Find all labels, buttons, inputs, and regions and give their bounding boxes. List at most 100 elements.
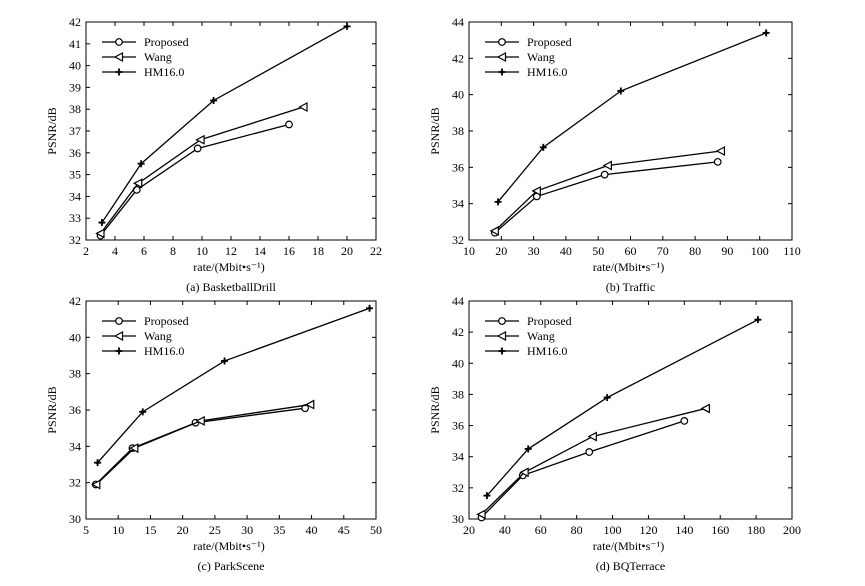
- y-tick-label: 32: [69, 233, 81, 247]
- x-tick-label: 35: [273, 523, 285, 537]
- figure-caption: (c) ParkScene: [198, 559, 265, 573]
- legend-marker-center: [500, 349, 504, 353]
- x-tick-label: 20: [341, 244, 353, 258]
- x-tick-label: 110: [783, 244, 801, 258]
- x-tick-label: 20: [177, 523, 189, 537]
- data-point-hm16.0-center: [222, 359, 227, 363]
- data-point-wang: [304, 399, 315, 410]
- x-tick-label: 100: [604, 523, 622, 537]
- x-tick-label: 180: [747, 523, 765, 537]
- y-tick-label: 44: [452, 15, 464, 29]
- figure-caption: (b) Traffic: [606, 280, 655, 294]
- data-point-wang: [602, 160, 612, 171]
- legend-label: Proposed: [527, 314, 572, 328]
- legend-label: Proposed: [144, 35, 189, 49]
- legend-marker: [115, 38, 123, 46]
- figure-caption: (a) BasketballDrill: [186, 280, 276, 294]
- y-tick-label: 36: [69, 403, 81, 417]
- x-axis-title: rate/(Mbit•s⁻¹): [593, 260, 664, 274]
- plot-frame: [85, 21, 377, 241]
- legend-label: HM16.0: [527, 65, 567, 79]
- data-point-wang: [95, 228, 105, 239]
- data-point-hm16.0-center: [756, 318, 760, 322]
- data-point-wang: [531, 185, 541, 196]
- data-point-proposed: [585, 448, 594, 456]
- x-tick-label: 10: [196, 244, 208, 258]
- data-point-wang: [195, 415, 205, 426]
- x-tick-label: 40: [560, 244, 572, 258]
- plot-frame: [468, 21, 793, 241]
- legend-marker: [498, 38, 506, 46]
- y-tick-label: 38: [452, 124, 464, 138]
- x-tick-label: 5: [83, 523, 89, 537]
- data-point-hm16.0-center: [496, 200, 500, 204]
- x-tick-label: 14: [254, 244, 266, 258]
- x-axis-title: rate/(Mbit•s⁻¹): [193, 260, 264, 274]
- x-tick-label: 200: [783, 523, 801, 537]
- y-tick-label: 32: [452, 481, 464, 495]
- series-line-wang: [481, 407, 707, 515]
- x-tick-label: 10: [112, 523, 124, 537]
- data-point-wang: [298, 102, 308, 113]
- data-point-proposed: [713, 157, 722, 166]
- series-line-hm16.0: [486, 319, 759, 497]
- data-point-proposed: [600, 170, 609, 179]
- x-axis-title: rate/(Mbit•s⁻¹): [593, 539, 664, 553]
- series-line-proposed: [481, 420, 685, 518]
- data-point-hm16.0-center: [619, 89, 623, 93]
- x-tick-label: 70: [657, 244, 669, 258]
- series-line-hm16.0: [101, 25, 348, 223]
- legend-marker-center: [117, 349, 121, 353]
- x-tick-label: 60: [625, 244, 637, 258]
- legend-marker: [496, 52, 507, 62]
- y-tick-label: 40: [452, 88, 464, 102]
- legend-label: Wang: [144, 329, 172, 343]
- series-line-proposed: [99, 123, 290, 237]
- x-tick-label: 4: [112, 244, 118, 258]
- chart-panel-4: 20 40 60 80 100 120 140 160 180 200 30 32 34 36 38 40 42…: [428, 294, 801, 573]
- y-tick-label: 42: [452, 325, 464, 339]
- data-point-hm16.0-center: [485, 494, 489, 498]
- series-line-hm16.0: [97, 307, 370, 464]
- y-tick-label: 42: [452, 51, 464, 65]
- x-tick-label: 140: [675, 523, 693, 537]
- chart-panel-1: 2 4 6 8 10 12 14 16 18 20 22 32 33 34 35 36 37 38 39 40 41 42…: [45, 15, 382, 294]
- y-axis-title: PSNR/dB: [428, 386, 442, 433]
- legend-marker: [113, 331, 124, 341]
- data-point-hm16.0-center: [367, 306, 372, 310]
- data-point-wang: [132, 178, 143, 189]
- data-point-wang: [587, 431, 597, 442]
- y-tick-label: 34: [69, 439, 81, 453]
- data-point-wang: [700, 403, 710, 414]
- x-tick-label: 50: [370, 523, 382, 537]
- x-tick-label: 6: [141, 244, 147, 258]
- legend-marker: [498, 317, 506, 325]
- figure-caption: (d) BQTerrace: [596, 559, 665, 573]
- y-tick-label: 36: [452, 419, 464, 433]
- x-tick-label: 18: [312, 244, 324, 258]
- y-tick-label: 30: [452, 512, 464, 526]
- y-tick-label: 34: [69, 189, 81, 203]
- data-point-wang: [195, 134, 205, 145]
- series-line-hm16.0: [497, 32, 767, 203]
- y-tick-label: 34: [452, 450, 464, 464]
- data-point-proposed: [285, 120, 293, 129]
- data-point-wang: [519, 467, 529, 478]
- x-tick-label: 120: [639, 523, 657, 537]
- y-tick-label: 34: [452, 197, 464, 211]
- x-tick-label: 160: [711, 523, 729, 537]
- data-point-hm16.0-center: [526, 447, 530, 451]
- chart-panel-3: 5 10 15 20 25 30 35 40 45 50 30 32 34 36 38 40 42 rate/(M…: [45, 294, 382, 573]
- x-tick-label: 40: [499, 523, 511, 537]
- y-tick-label: 30: [69, 512, 81, 526]
- y-tick-label: 35: [69, 168, 81, 182]
- y-tick-label: 33: [69, 211, 81, 225]
- x-tick-label: 12: [225, 244, 237, 258]
- chart-panel-2: 10 20 30 40 50 60 70 80 90 100 110 32 34 36 38 40 42 44 ra…: [428, 15, 801, 294]
- y-tick-label: 40: [452, 356, 464, 370]
- y-axis-title: PSNR/dB: [45, 386, 59, 433]
- x-tick-label: 8: [170, 244, 176, 258]
- y-tick-label: 42: [69, 15, 81, 29]
- y-tick-label: 36: [69, 146, 81, 160]
